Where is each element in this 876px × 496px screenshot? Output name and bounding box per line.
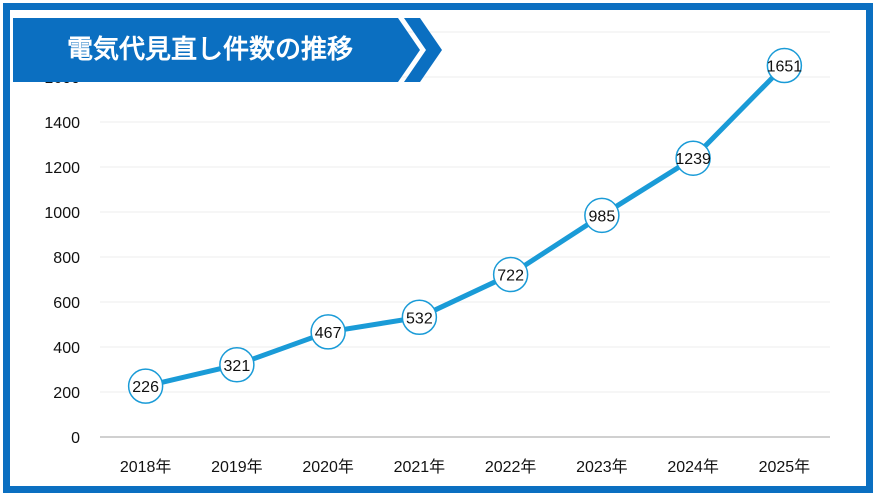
x-tick-label: 2023年	[576, 458, 628, 476]
data-point	[127, 368, 164, 404]
y-tick-label: 800	[53, 250, 80, 267]
chevron-icon	[404, 18, 442, 82]
chart-frame	[3, 3, 873, 493]
x-tick-label: 2025年	[759, 458, 811, 476]
y-tick-label: 600	[53, 295, 80, 312]
data-label: 985	[589, 208, 616, 225]
x-tick-label: 2024年	[667, 458, 719, 476]
data-label: 1239	[675, 151, 711, 168]
data-point	[492, 256, 529, 293]
y-tick-label: 1400	[44, 115, 80, 132]
data-point	[766, 47, 803, 84]
x-tick-label: 2018年	[120, 458, 172, 476]
data-point	[675, 140, 711, 176]
x-tick-label: 2020年	[302, 458, 354, 476]
data-label: 532	[406, 310, 433, 327]
chart-title: 電気代見直し件数の推移	[66, 35, 353, 65]
data-point	[401, 299, 438, 336]
x-tick-label: 2021年	[394, 458, 446, 476]
data-label: 321	[224, 358, 251, 375]
y-tick-label: 0	[71, 430, 80, 447]
data-point	[219, 347, 255, 383]
y-tick-label: 1200	[44, 160, 80, 177]
x-tick-label: 2019年	[211, 458, 263, 476]
data-point	[584, 197, 620, 234]
data-label: 226	[132, 379, 159, 396]
banner-shape	[13, 18, 420, 82]
data-label: 722	[497, 268, 524, 285]
x-tick-label: 2022年	[485, 458, 537, 476]
y-tick-label: 200	[53, 385, 80, 402]
data-point	[310, 314, 346, 350]
y-tick-label: 400	[53, 340, 80, 357]
data-label: 1651	[767, 59, 803, 76]
y-tick-label: 1000	[44, 205, 80, 222]
data-label: 467	[315, 325, 342, 342]
